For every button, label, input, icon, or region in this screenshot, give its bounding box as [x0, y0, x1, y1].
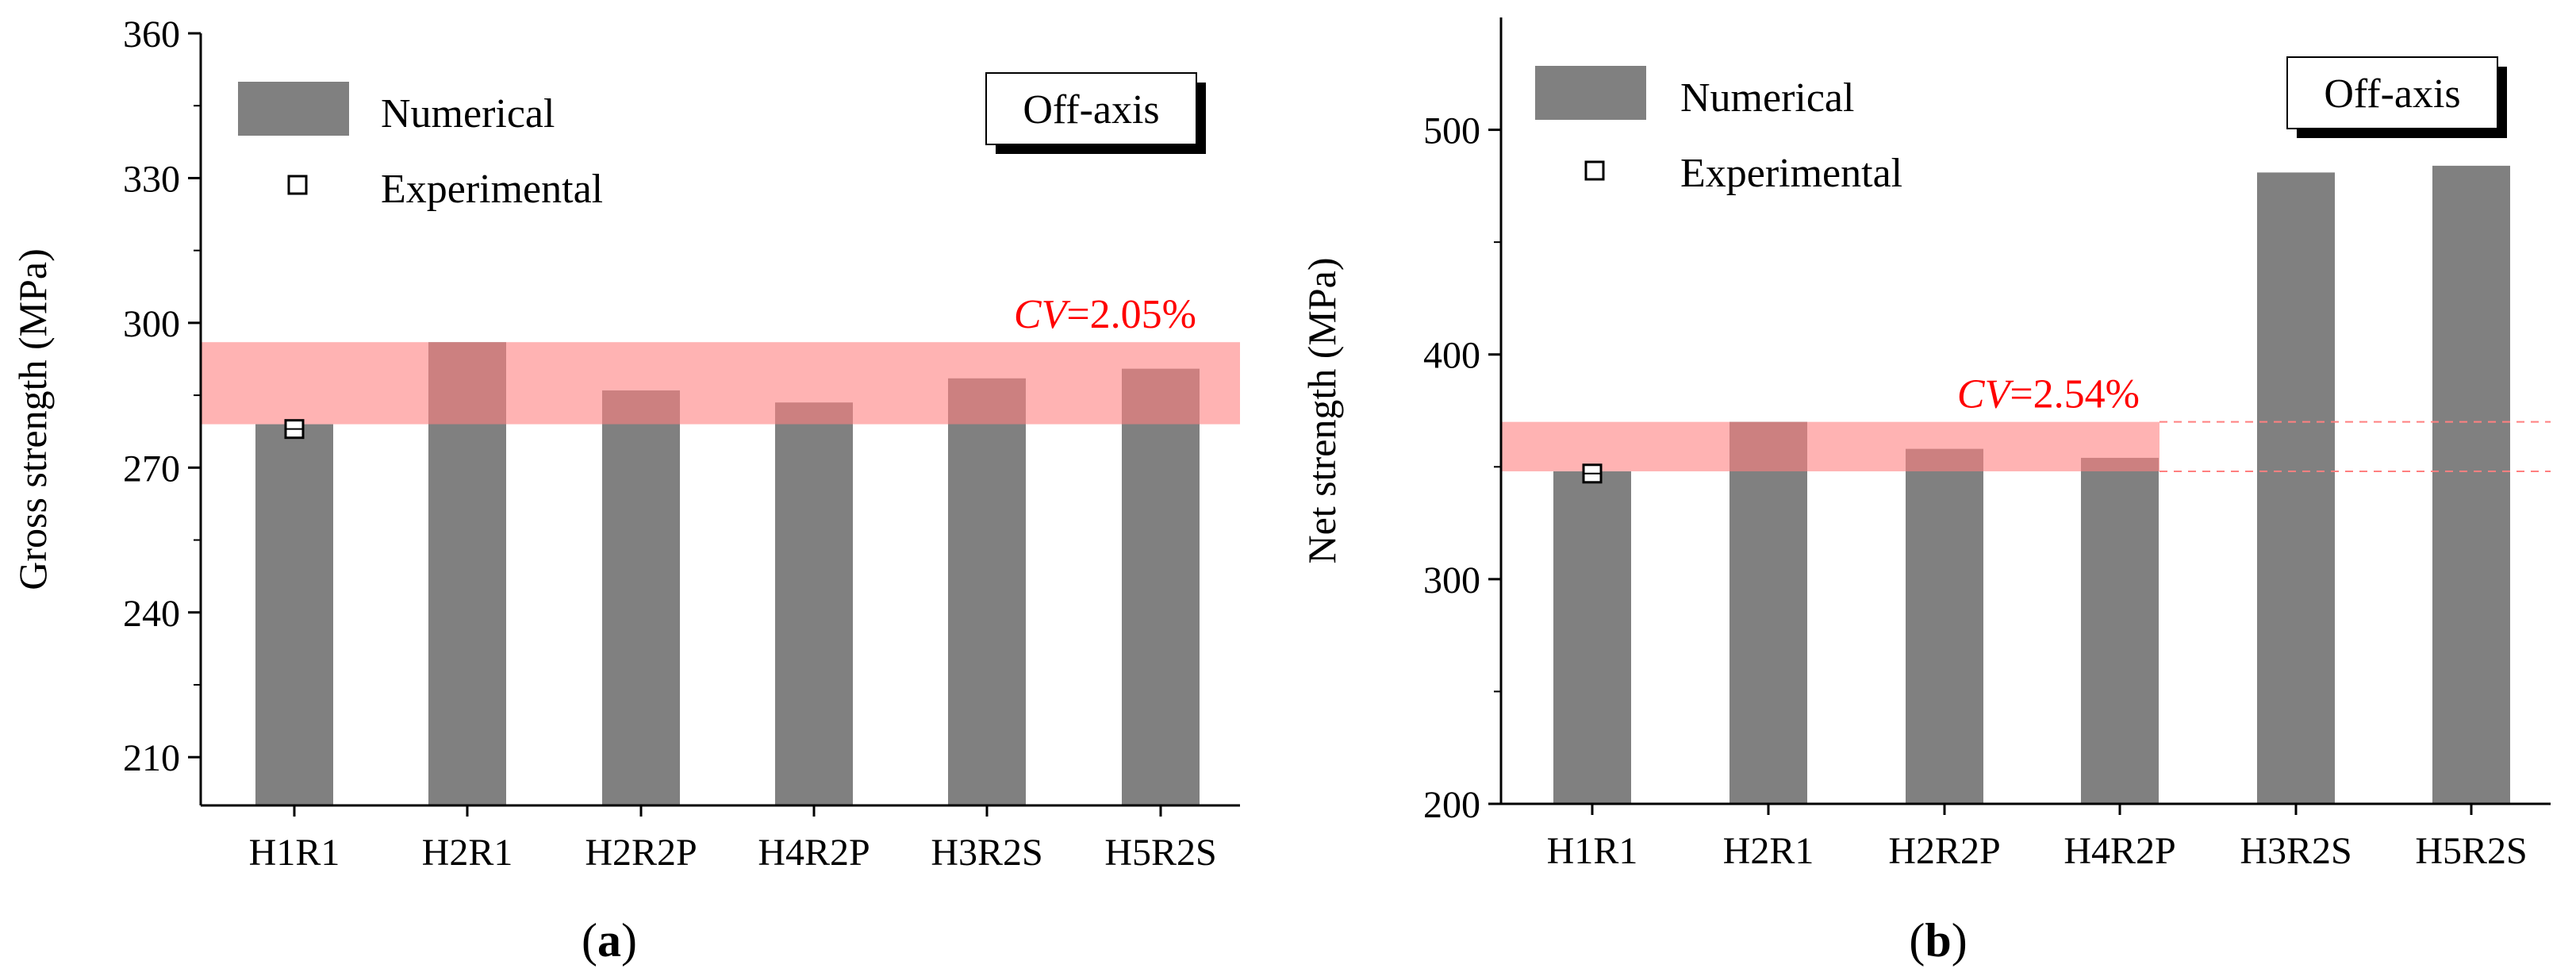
cv-label-prefix: CV [1014, 292, 1071, 337]
x-tick-label: H1R1 [1547, 830, 1638, 872]
off-axis-box [985, 72, 1197, 145]
x-tick-label: H1R1 [249, 832, 340, 874]
panel-label-close: ) [621, 914, 637, 967]
panel-label: (a) [582, 914, 637, 967]
x-tick-label: H4R2P [2063, 830, 2175, 872]
x-tick-label: H5R2S [2415, 830, 2527, 872]
x-tick-label: H4R2P [758, 832, 870, 874]
off-axis-box [2286, 56, 2498, 129]
bar-H3R2S [2257, 172, 2335, 804]
cv-label-value: =2.05% [1066, 292, 1196, 337]
y-tick-label: 210 [123, 737, 180, 779]
y-tick-label: 240 [123, 593, 180, 635]
off-axis-label: Off-axis [1023, 87, 1159, 133]
panel-label-open: ( [1909, 914, 1925, 967]
x-tick-label: H2R2P [585, 832, 697, 874]
x-tick-label: H3R2S [931, 832, 1042, 874]
legend-label-numerical: Numerical [1680, 75, 1854, 121]
bar-H2R2P [1906, 448, 1983, 804]
cv-band [1501, 421, 2159, 471]
cv-band [201, 342, 1240, 425]
panel-label-close: ) [1952, 914, 1968, 967]
y-axis-label: Gross strength (MPa) [10, 248, 55, 590]
y-tick-label: 300 [123, 303, 180, 345]
chart-panel-a: CV=2.05% 210 240 270 300 330 360 H1R1 H2R1 H2R2P H… [10, 13, 1240, 967]
y-tick-label: 330 [123, 158, 180, 200]
bar-H3R2S [948, 378, 1026, 805]
off-axis-label: Off-axis [2324, 71, 2460, 117]
x-tick-label: H3R2S [2240, 830, 2351, 872]
legend-marker [1584, 160, 1605, 181]
y-tick-label: 500 [1423, 110, 1480, 152]
bar-H5R2S [1122, 368, 1200, 806]
y-tick-label: 360 [123, 13, 180, 56]
bar-H1R1 [255, 424, 333, 805]
legend-label-numerical: Numerical [381, 91, 555, 136]
y-tick-label: 270 [123, 448, 180, 490]
panel-label-open: ( [582, 914, 597, 967]
bar-H2R2P [602, 390, 680, 805]
legend-marker [287, 175, 308, 195]
panel-label-letter: a [597, 914, 621, 967]
x-tick-label: H2R2P [1888, 830, 2000, 872]
cv-label: CV=2.05% [1014, 292, 1196, 337]
bar-H1R1 [1553, 471, 1631, 804]
bar-H2R1 [1729, 421, 1807, 804]
y-tick-label: 200 [1423, 784, 1480, 826]
legend-swatch [238, 82, 349, 136]
chart-panel-b: CV=2.54% 200 300 400 500 H1R1 H2R1 H2R2P H4R2P H3… [1300, 17, 2551, 967]
bar-H5R2S [2432, 165, 2510, 805]
x-tick-label: H2R1 [1723, 830, 1814, 872]
cv-label-value: =2.54% [2010, 372, 2140, 417]
y-tick-label: 400 [1423, 335, 1480, 377]
x-tick-label: H2R1 [422, 832, 513, 874]
legend-label-experimental: Experimental [381, 167, 603, 212]
cv-label: CV=2.54% [1957, 372, 2140, 417]
cv-label-prefix: CV [1957, 372, 2014, 417]
panel-label-letter: b [1925, 914, 1951, 967]
legend-label-experimental: Experimental [1680, 151, 1902, 196]
y-axis-label: Net strength (MPa) [1300, 257, 1344, 563]
bar-H4R2P [2081, 457, 2159, 804]
panel-label: (b) [1909, 914, 1967, 967]
x-tick-label: H5R2S [1104, 832, 1216, 874]
bar-H4R2P [775, 402, 853, 805]
legend-swatch [1535, 66, 1646, 120]
y-tick-label: 300 [1423, 559, 1480, 601]
